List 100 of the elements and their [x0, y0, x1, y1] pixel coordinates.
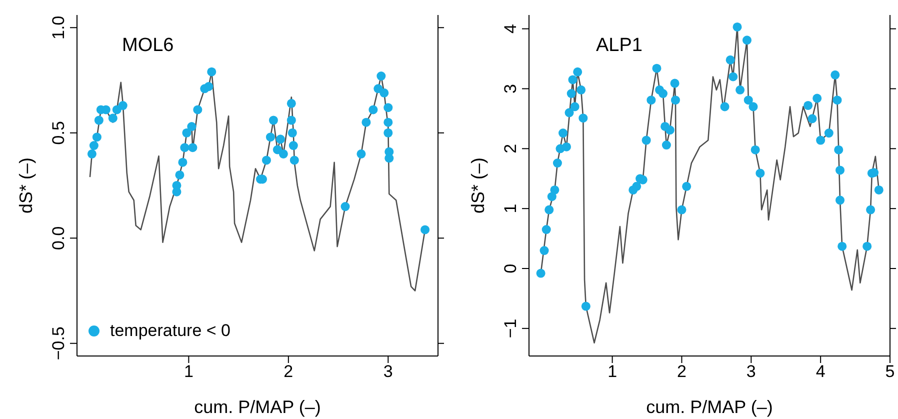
point — [286, 116, 296, 125]
point — [812, 94, 822, 103]
point — [268, 116, 278, 125]
point — [834, 145, 844, 154]
point — [670, 78, 680, 88]
y-axis-title: dS* (–) — [468, 157, 488, 214]
y-tick-label: 0 — [501, 264, 520, 274]
point — [832, 96, 842, 105]
point — [824, 128, 834, 138]
point — [564, 108, 574, 118]
x-tick-label: 3 — [746, 362, 756, 382]
point — [836, 196, 845, 205]
point — [290, 156, 299, 165]
point — [266, 132, 275, 142]
text: MOL6 — [122, 35, 174, 57]
point — [536, 268, 546, 278]
text: ALP1 — [596, 35, 642, 57]
point — [182, 128, 192, 138]
point — [178, 158, 188, 167]
point — [118, 101, 128, 110]
point — [566, 89, 576, 98]
point — [665, 126, 674, 135]
point — [384, 128, 393, 138]
point — [207, 67, 216, 76]
point — [732, 22, 742, 32]
point — [92, 132, 102, 142]
x-tick-label: 1 — [184, 362, 194, 382]
point — [816, 136, 826, 145]
point — [276, 134, 285, 144]
y-tick-label: 2 — [501, 144, 520, 154]
x-axis-title: cum. P/MAP (–) — [194, 397, 321, 417]
point — [288, 141, 298, 150]
point — [652, 64, 662, 73]
point — [340, 202, 350, 212]
point — [552, 158, 562, 168]
point — [756, 168, 765, 178]
point — [562, 142, 571, 152]
x-tick-label: 5 — [885, 362, 895, 382]
point — [662, 140, 671, 150]
point — [682, 182, 692, 191]
point — [736, 85, 745, 94]
point — [420, 225, 430, 234]
point — [384, 118, 393, 127]
point — [720, 102, 730, 112]
point — [838, 242, 847, 251]
point — [808, 114, 817, 124]
point — [581, 302, 590, 311]
point — [670, 96, 680, 105]
point — [836, 166, 845, 175]
point — [646, 96, 656, 105]
y-tick-label: 4 — [501, 24, 520, 34]
point — [544, 205, 554, 214]
point — [728, 72, 738, 82]
point — [193, 105, 202, 114]
point — [576, 85, 586, 94]
point — [578, 114, 588, 123]
y-tick-label: 0.5 — [49, 121, 68, 145]
point — [570, 102, 580, 112]
point — [677, 205, 686, 214]
point — [172, 180, 182, 190]
point — [380, 88, 389, 98]
point — [94, 116, 104, 125]
y-tick-label: 1 — [501, 204, 520, 214]
y-axis-title: dS* (–) — [16, 157, 36, 214]
point — [188, 143, 198, 152]
point — [568, 75, 578, 84]
point — [804, 100, 813, 110]
point — [862, 242, 872, 251]
point — [726, 55, 735, 64]
point — [830, 70, 840, 80]
point — [542, 225, 551, 234]
point — [376, 72, 386, 81]
point — [286, 98, 296, 108]
x-tick-label: 2 — [284, 362, 294, 382]
point — [204, 82, 214, 92]
legend-label: temperature < 0 — [110, 321, 230, 341]
point — [368, 105, 378, 114]
point — [744, 96, 753, 105]
point — [180, 143, 190, 152]
point — [87, 149, 96, 158]
y-tick-label: 1.0 — [49, 16, 68, 40]
point — [362, 118, 371, 127]
point — [384, 103, 393, 112]
y-tick-label: −0.5 — [49, 326, 68, 360]
x-tick-label: 3 — [383, 362, 393, 382]
point — [356, 149, 366, 158]
point — [742, 36, 752, 45]
point — [288, 128, 297, 138]
point — [658, 89, 668, 98]
point — [108, 114, 118, 123]
point — [540, 246, 549, 256]
point — [89, 141, 98, 150]
point — [278, 149, 288, 158]
point — [187, 122, 196, 132]
point — [750, 145, 760, 154]
point — [632, 182, 642, 191]
x-tick-label: 1 — [608, 362, 618, 382]
point — [866, 205, 876, 214]
point — [642, 136, 651, 145]
x-tick-label: 4 — [816, 362, 826, 382]
